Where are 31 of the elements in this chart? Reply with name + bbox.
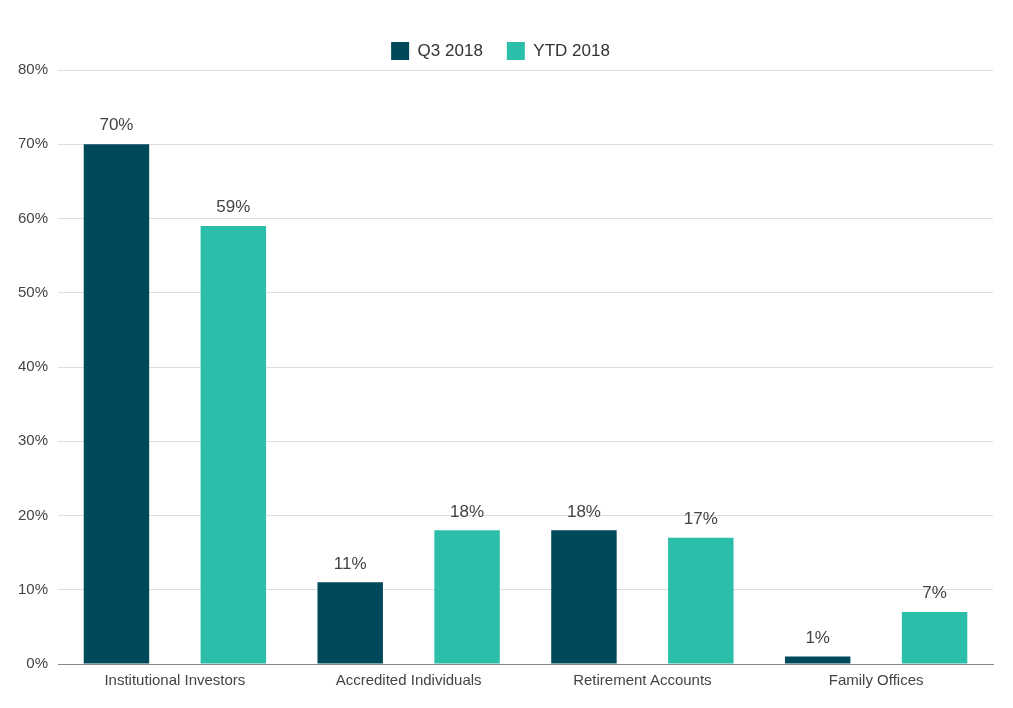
y-tick-label: 80%: [17, 60, 49, 78]
x-tick-label: Family Offices: [828, 671, 924, 689]
bar: [434, 530, 500, 664]
data-label: 18%: [450, 501, 485, 521]
x-tick-label: Institutional Investors: [104, 671, 246, 689]
legend-label: YTD 2018: [533, 40, 610, 60]
y-tick-label: 10%: [17, 579, 49, 597]
x-tick-label: Retirement Accounts: [573, 671, 712, 689]
y-tick-label: 70%: [17, 134, 49, 152]
data-label: 1%: [805, 627, 830, 647]
data-label: 59%: [216, 197, 251, 217]
data-label: 7%: [922, 583, 947, 603]
data-label: 11%: [333, 553, 367, 573]
bar: [784, 656, 851, 664]
data-label: 18%: [566, 501, 601, 521]
y-tick-label: 50%: [17, 282, 49, 300]
y-tick-label: 60%: [17, 208, 49, 226]
y-tick-label: 40%: [17, 357, 49, 375]
data-label: 17%: [683, 508, 718, 528]
y-tick-label: 20%: [17, 505, 49, 523]
data-label: 70%: [99, 115, 134, 135]
bar: [901, 612, 968, 664]
bar: [668, 537, 734, 664]
bar: [200, 225, 267, 664]
y-tick-label: 30%: [17, 431, 49, 449]
y-tick-label: 0%: [26, 654, 49, 672]
bar: [551, 530, 617, 664]
legend-label: Q3 2018: [417, 40, 483, 60]
bar: [317, 582, 383, 664]
bar: [83, 144, 150, 664]
x-tick-label: Accredited Individuals: [335, 671, 482, 689]
